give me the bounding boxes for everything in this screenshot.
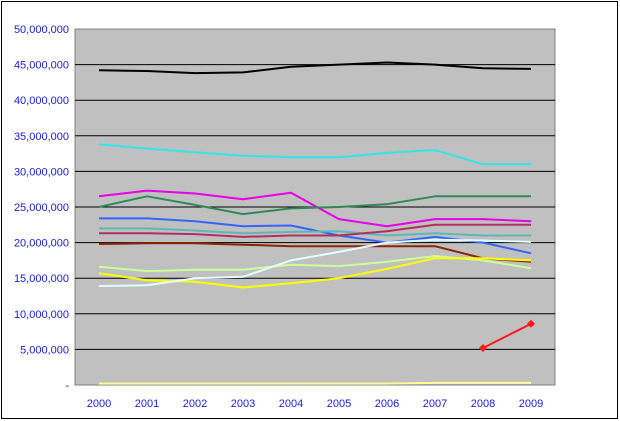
series-line-2 bbox=[98, 143, 531, 166]
x-tick-label: 2000 bbox=[87, 398, 111, 410]
x-tick-label: 2004 bbox=[279, 398, 303, 410]
series-line-6 bbox=[99, 227, 531, 237]
series-line-11 bbox=[98, 238, 532, 287]
series-line-12 bbox=[482, 322, 532, 349]
series-line-3 bbox=[98, 189, 532, 228]
x-tick-label: 2007 bbox=[423, 398, 447, 410]
series-markers bbox=[479, 319, 535, 352]
y-tick-label: 40,000,000 bbox=[14, 95, 69, 107]
y-tick-label: 15,000,000 bbox=[14, 273, 69, 285]
y-tick-label: - bbox=[65, 380, 69, 392]
y-tick-label: 20,000,000 bbox=[14, 238, 69, 250]
series-line-13 bbox=[99, 381, 531, 385]
x-tick-label: 2002 bbox=[183, 398, 207, 410]
x-tick-label: 2001 bbox=[135, 398, 159, 410]
data-point-marker bbox=[527, 319, 535, 328]
x-tick-label: 2003 bbox=[231, 398, 255, 410]
y-tick-label: 45,000,000 bbox=[14, 60, 69, 72]
x-tick-label: 2005 bbox=[327, 398, 351, 410]
series-lines bbox=[98, 61, 532, 385]
series-line-1 bbox=[98, 61, 532, 75]
data-point-marker bbox=[479, 343, 487, 352]
y-axis-tick-labels: - 5,000,000 10,000,000 15,000,000 20,000,000… bbox=[14, 24, 69, 392]
series-line-8 bbox=[98, 242, 532, 263]
y-tick-label: 35,000,000 bbox=[14, 131, 69, 143]
x-tick-label: 2006 bbox=[375, 398, 399, 410]
series-line-4 bbox=[98, 195, 531, 216]
y-tick-label: 10,000,000 bbox=[14, 309, 69, 321]
y-tick-label: 50,000,000 bbox=[14, 24, 69, 36]
y-tick-label: 30,000,000 bbox=[14, 166, 69, 178]
x-axis-tick-labels: 2000 2001 2002 2003 2004 2005 2006 2007 2008 2009 bbox=[87, 398, 543, 410]
y-tick-label: 25,000,000 bbox=[14, 202, 69, 214]
series-line-7 bbox=[99, 223, 531, 238]
x-tick-label: 2009 bbox=[519, 398, 543, 410]
x-tick-label: 2008 bbox=[471, 398, 495, 410]
y-tick-label: 5,000,000 bbox=[20, 344, 69, 356]
